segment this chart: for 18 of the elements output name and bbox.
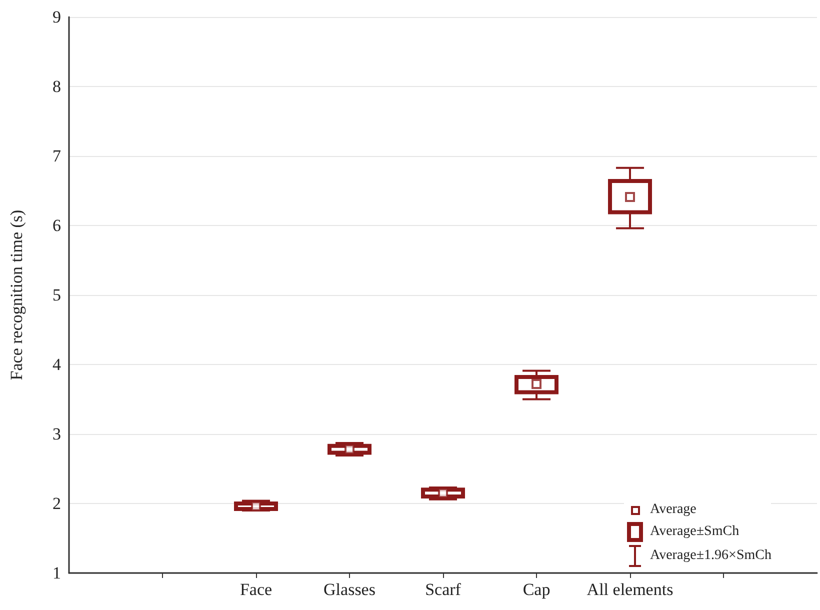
y-tick-label: 9 <box>52 8 61 26</box>
y-tick-label: 6 <box>52 216 61 235</box>
y-tick-label: 2 <box>52 494 61 513</box>
y-tick-label: 7 <box>52 146 62 166</box>
y-tick-label: 8 <box>52 77 61 96</box>
x-tick-label: Cap <box>522 580 550 599</box>
y-tick-label: 5 <box>52 286 61 304</box>
x-tick-label: Face <box>240 580 272 599</box>
y-axis-title: Face recognition time (s) <box>7 210 26 380</box>
y-tick-label: 3 <box>52 424 61 444</box>
x-tick-label: Glasses <box>324 580 376 599</box>
y-tick-label: 4 <box>52 355 62 374</box>
x-tick-label: All elements <box>586 580 674 599</box>
annotation: Average±SmCh <box>650 524 740 540</box>
y-tick-label: 1 <box>52 564 61 582</box>
annotation: Average <box>650 502 696 518</box>
x-tick-label: Scarf <box>425 580 462 599</box>
annotation: Average±1.96×SmCh <box>650 548 772 564</box>
